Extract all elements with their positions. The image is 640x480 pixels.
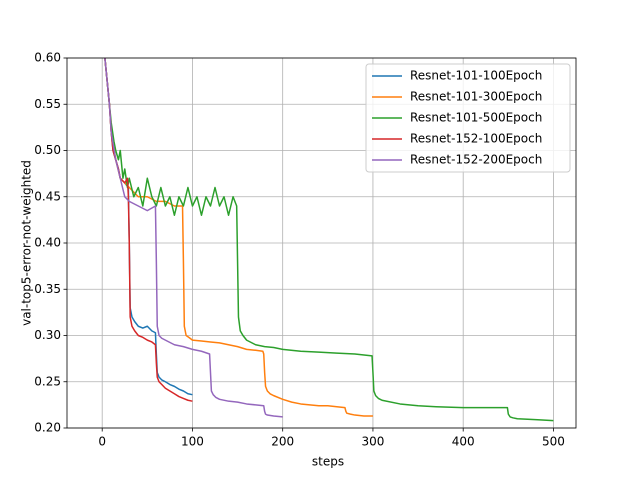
legend-label: Resnet-152-200Epoch bbox=[410, 153, 542, 167]
series-line bbox=[104, 58, 193, 402]
x-axis-label: steps bbox=[312, 455, 344, 469]
series-line bbox=[104, 58, 373, 417]
y-tick-label: 0.55 bbox=[34, 97, 61, 111]
x-tick-label: 300 bbox=[361, 435, 384, 449]
series-line bbox=[104, 58, 193, 396]
y-tick-label: 0.45 bbox=[34, 189, 61, 203]
y-tick-label: 0.30 bbox=[34, 328, 61, 342]
x-tick-label: 100 bbox=[181, 435, 204, 449]
y-tick-label: 0.25 bbox=[34, 374, 61, 388]
legend-label: Resnet-101-300Epoch bbox=[410, 90, 542, 104]
series-line bbox=[104, 58, 554, 422]
x-tick-label: 500 bbox=[542, 435, 565, 449]
series-line bbox=[104, 58, 283, 418]
legend-label: Resnet-101-500Epoch bbox=[410, 111, 542, 125]
x-tick-label: 0 bbox=[98, 435, 106, 449]
legend-label: Resnet-101-100Epoch bbox=[410, 69, 542, 83]
y-tick-label: 0.35 bbox=[34, 282, 61, 296]
plot-lines bbox=[104, 58, 554, 422]
legend-box bbox=[365, 63, 571, 173]
x-tick-label: 200 bbox=[271, 435, 294, 449]
y-tick-label: 0.40 bbox=[34, 236, 61, 250]
y-tick-label: 0.50 bbox=[34, 143, 61, 157]
plot-frame bbox=[66, 57, 577, 429]
y-tick-label: 0.20 bbox=[34, 421, 61, 435]
legend-label: Resnet-152-100Epoch bbox=[410, 132, 542, 146]
legend: Resnet-101-100Epoch Resnet-101-300Epoch Re… bbox=[365, 63, 571, 173]
y-axis-label: val-top5-error-not-weighted bbox=[20, 160, 34, 326]
x-tick-label: 400 bbox=[452, 435, 475, 449]
y-tick-label: 0.60 bbox=[34, 51, 61, 65]
